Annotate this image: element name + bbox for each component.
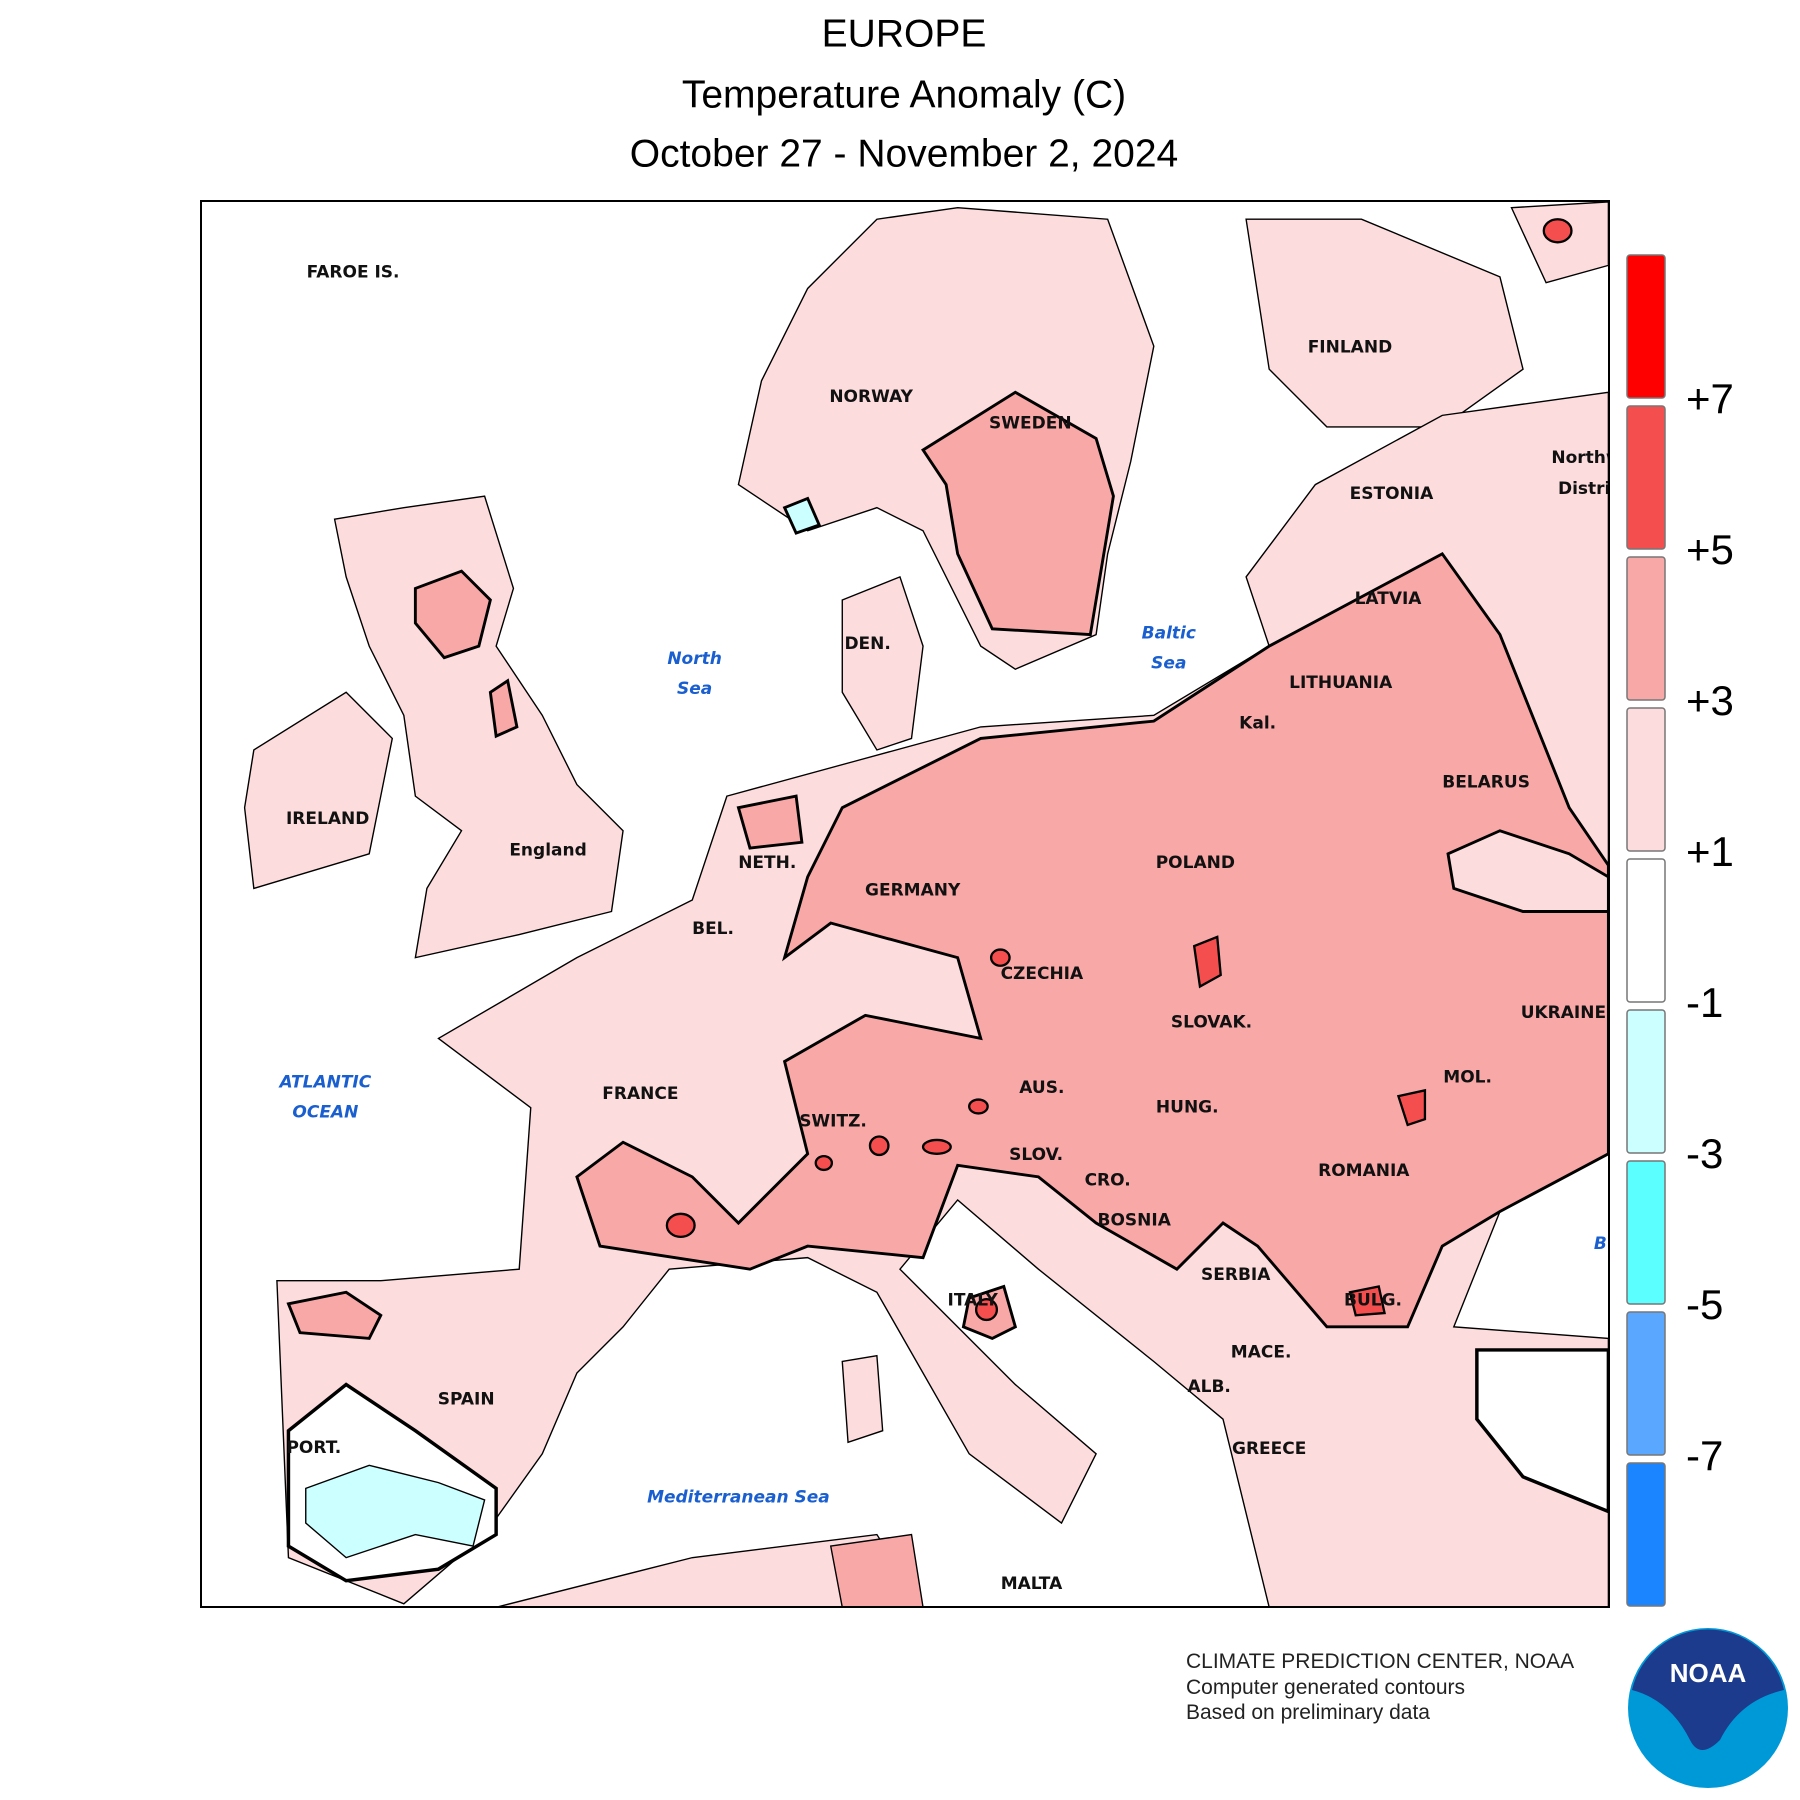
country-label: LATVIA	[1355, 589, 1423, 609]
legend-swatch	[1626, 1160, 1666, 1305]
country-label: BEL.	[692, 919, 734, 939]
legend-label: -5	[1686, 1281, 1723, 1328]
country-label: SLOVAK.	[1171, 1012, 1252, 1032]
country-label: MOL.	[1443, 1068, 1492, 1088]
country-label: CRO.	[1085, 1170, 1131, 1190]
country-label: FINLAND	[1308, 337, 1393, 357]
logo-top	[1632, 1629, 1784, 1750]
country-label: AUS.	[1019, 1078, 1064, 1098]
map-title: Temperature Anomaly (C)	[682, 73, 1126, 116]
water-label: B	[1594, 1234, 1607, 1254]
country-label: MACE.	[1231, 1342, 1292, 1362]
legend: +7 +5 +3 +1 -1 -3 -5 -7	[1626, 254, 1734, 1607]
legend-label: +5	[1686, 526, 1734, 573]
legend-label: -1	[1686, 979, 1723, 1026]
country-label: ROMANIA	[1318, 1161, 1410, 1181]
period: October 27 - November 2, 2024	[630, 132, 1178, 175]
country-label: UKRAINE	[1521, 1003, 1606, 1023]
country-label: Northw	[1551, 448, 1622, 468]
country-label: SWITZ.	[799, 1111, 867, 1131]
legend-label: +7	[1686, 375, 1734, 422]
map-labels: FAROE IS. NORWAY SWEDEN FINLAND ESTONIA LATVI…	[277, 262, 1622, 1594]
water-label: ATLANTIC	[277, 1072, 371, 1092]
country-label: FRANCE	[602, 1084, 678, 1104]
water-label: Sea	[677, 679, 712, 699]
country-label: BELARUS	[1442, 772, 1530, 792]
country-label: FAROE IS.	[307, 262, 400, 282]
country-label: ITALY	[948, 1290, 999, 1310]
legend-swatch	[1626, 556, 1666, 701]
water-label: Baltic	[1142, 623, 1196, 643]
map: FAROE IS. NORWAY SWEDEN FINLAND ESTONIA LATVI…	[243, 201, 1622, 1607]
legend-swatch	[1626, 1462, 1666, 1607]
country-label: NETH.	[738, 853, 796, 873]
country-label: MALTA	[1001, 1574, 1063, 1594]
water-label: Mediterranean Sea	[647, 1488, 830, 1508]
country-label: IRELAND	[286, 809, 369, 829]
country-label: GREECE	[1232, 1439, 1306, 1459]
country-label: CZECHIA	[1001, 964, 1084, 984]
water-label: Sea	[1151, 653, 1186, 673]
footer-line: Computer generated contours	[1186, 1676, 1465, 1699]
country-label: SPAIN	[438, 1390, 495, 1410]
country-label: NORWAY	[829, 387, 913, 407]
noaa-logo: NOAA	[1628, 1628, 1788, 1788]
region-title: EUROPE	[822, 12, 987, 55]
footer-line: CLIMATE PREDICTION CENTER, NOAA	[1186, 1650, 1574, 1673]
country-label: ALB.	[1187, 1377, 1230, 1397]
water-label: OCEAN	[292, 1102, 358, 1122]
legend-label: +1	[1686, 828, 1734, 875]
legend-swatch	[1626, 858, 1666, 1003]
map-frame	[200, 200, 1610, 1608]
country-label: SLOV.	[1009, 1145, 1063, 1165]
country-label: PORT.	[286, 1438, 341, 1458]
legend-label: +3	[1686, 677, 1734, 724]
legend-swatch	[1626, 707, 1666, 852]
country-label: Kal.	[1239, 713, 1276, 733]
country-label: HUNG.	[1156, 1098, 1219, 1118]
logo-text: NOAA	[1670, 1658, 1747, 1688]
footer-line: Based on preliminary data	[1186, 1701, 1430, 1724]
country-label: BULG.	[1344, 1290, 1402, 1310]
country-label: Distri	[1558, 479, 1610, 499]
legend-swatch	[1626, 1009, 1666, 1154]
water-label: North	[667, 649, 722, 669]
country-label: GERMANY	[865, 881, 961, 901]
legend-label: -3	[1686, 1130, 1723, 1177]
country-label: LITHUANIA	[1289, 673, 1393, 693]
map-shapes	[243, 201, 1609, 1607]
legend-swatch	[1626, 1311, 1666, 1456]
country-label: England	[509, 840, 586, 860]
country-label: POLAND	[1156, 853, 1235, 873]
legend-swatch	[1626, 254, 1666, 399]
legend-label: -7	[1686, 1432, 1723, 1479]
country-label: SERBIA	[1201, 1265, 1271, 1285]
country-label: ESTONIA	[1350, 484, 1434, 504]
country-label: DEN.	[844, 634, 890, 654]
country-label: SWEDEN	[989, 413, 1072, 433]
country-label: BOSNIA	[1097, 1211, 1171, 1231]
legend-swatch	[1626, 405, 1666, 550]
